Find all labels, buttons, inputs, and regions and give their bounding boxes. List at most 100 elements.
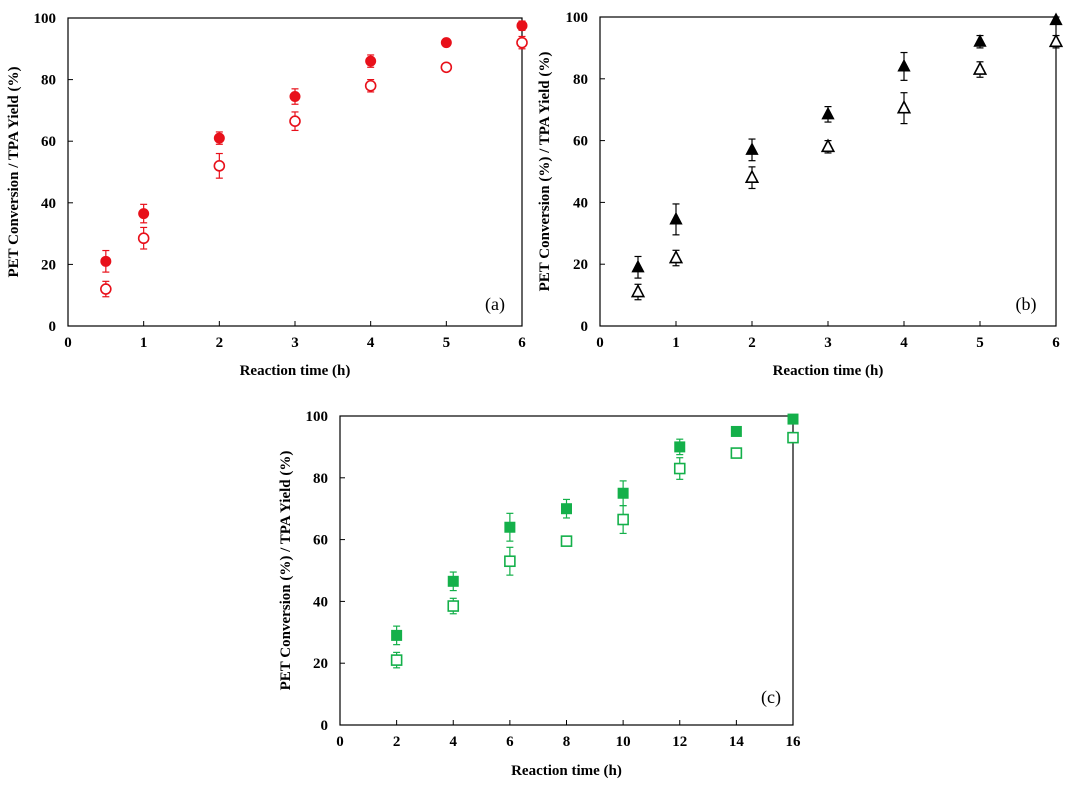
data-point-circle-open	[137, 232, 150, 245]
x-tick-label: 10	[616, 734, 631, 750]
x-tick-label: 5	[976, 335, 984, 351]
y-tick-label: 40	[573, 195, 588, 211]
plot-frame	[339, 415, 794, 726]
data-point-circle-filled	[365, 55, 377, 67]
data-point-square-open	[787, 431, 799, 444]
x-tick-label: 0	[596, 335, 604, 351]
data-point-square-filled	[617, 487, 629, 499]
data-point-triangle-filled	[1049, 12, 1063, 26]
x-axis-label: Reaction time (h)	[240, 363, 351, 379]
data-point-circle-filled	[100, 255, 112, 267]
x-axis-label: Reaction time (h)	[773, 363, 884, 379]
data-point-square-filled	[674, 441, 686, 453]
x-tick-label: 8	[563, 734, 571, 750]
x-tick-label: 6	[1052, 335, 1060, 351]
x-tick-label: 3	[824, 335, 832, 351]
x-tick-label: 4	[900, 335, 908, 351]
x-tick-label: 6	[518, 335, 526, 351]
data-point-triangle-open	[820, 138, 836, 153]
y-axis-label: PET Conversion (%) / TPA Yield (%)	[278, 451, 294, 691]
data-point-square-open	[730, 447, 743, 459]
data-point-triangle-open	[744, 169, 760, 184]
x-tick-label: 16	[786, 734, 802, 750]
y-tick-label: 20	[41, 257, 56, 273]
y-tick-label: 80	[573, 72, 588, 88]
x-tick-label: 5	[443, 335, 451, 351]
x-tick-label: 3	[291, 335, 299, 351]
x-tick-label: 1	[672, 335, 680, 351]
x-axis-label: Reaction time (h)	[511, 763, 622, 779]
data-point-circle-open	[289, 115, 301, 127]
y-tick-label: 100	[306, 409, 329, 425]
y-tick-label: 20	[313, 656, 328, 672]
y-tick-label: 60	[41, 134, 56, 150]
plot-frame	[599, 16, 1057, 327]
data-point-circle-filled	[516, 20, 528, 32]
data-point-square-filled	[561, 503, 572, 515]
data-point-square-open	[447, 600, 460, 612]
data-point-square-filled	[787, 413, 799, 425]
data-point-circle-open	[516, 36, 528, 49]
y-tick-label: 60	[313, 533, 328, 549]
data-point-circle-filled	[138, 208, 150, 220]
x-tick-label: 0	[336, 734, 344, 750]
plot-frame	[67, 17, 523, 327]
y-axis-label: PET Conversion (%) / TPA Yield (%)	[537, 52, 553, 292]
x-tick-label: 2	[216, 335, 224, 351]
y-tick-label: 40	[41, 196, 56, 212]
panel-c: (c) 0 2 4 6 8 10 12 14 16 0 20 40 60 80 100 Reaction ti…	[278, 409, 801, 779]
data-point-square-filled	[504, 521, 516, 533]
data-point-triangle-open	[1048, 33, 1064, 48]
y-tick-label: 40	[313, 594, 328, 610]
data-point-circle-open	[213, 160, 226, 172]
data-point-circle-filled	[213, 132, 225, 144]
data-point-circle-filled	[440, 37, 452, 49]
data-point-circle-open	[364, 79, 377, 92]
data-point-circle-open	[440, 61, 453, 74]
x-tick-label: 4	[367, 335, 375, 351]
x-tick-label: 6	[506, 734, 514, 750]
x-tick-label: 2	[393, 734, 401, 750]
data-point-square-filled	[447, 575, 459, 587]
data-point-triangle-filled	[897, 58, 911, 72]
y-tick-label: 80	[41, 73, 56, 89]
y-axis-label: PET Conversion / TPA Yield (%)	[6, 67, 22, 278]
y-tick-label: 100	[34, 11, 57, 27]
data-point-circle-filled	[289, 91, 301, 103]
data-point-square-open	[504, 555, 516, 568]
data-point-triangle-filled	[631, 259, 645, 273]
data-point-circle-open	[100, 283, 112, 295]
data-point-square-open	[390, 654, 403, 666]
x-tick-label: 4	[450, 734, 458, 750]
y-tick-label: 60	[573, 134, 588, 150]
x-tick-label: 14	[729, 734, 745, 750]
data-point-triangle-filled	[821, 106, 835, 120]
data-point-triangle-filled	[669, 211, 683, 225]
data-point-square-open	[617, 513, 629, 526]
data-point-triangle-filled	[745, 142, 759, 155]
x-tick-label: 12	[672, 734, 687, 750]
y-tick-label: 100	[566, 10, 589, 26]
x-tick-label: 1	[140, 335, 148, 351]
data-point-triangle-open	[668, 249, 684, 264]
panel-b-tag: (b)	[1016, 294, 1037, 315]
y-tick-label: 0	[49, 319, 57, 335]
y-tick-label: 0	[321, 718, 329, 734]
panel-c-tag: (c)	[761, 687, 781, 708]
x-tick-label: 0	[64, 335, 72, 351]
y-tick-label: 20	[573, 257, 588, 273]
data-point-square-open	[673, 462, 686, 475]
panel-a-tag: (a)	[485, 294, 505, 315]
data-point-triangle-open	[896, 99, 912, 114]
data-point-square-open	[560, 535, 573, 547]
data-point-square-filled	[391, 629, 403, 641]
data-point-triangle-open	[972, 61, 988, 75]
y-tick-label: 0	[581, 319, 589, 335]
x-tick-label: 2	[748, 335, 756, 351]
data-point-square-filled	[730, 425, 742, 437]
data-point-triangle-open	[630, 283, 646, 298]
y-tick-label: 80	[313, 471, 328, 487]
